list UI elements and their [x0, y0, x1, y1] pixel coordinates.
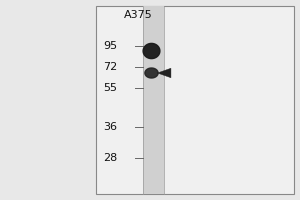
FancyBboxPatch shape [142, 6, 164, 194]
Text: A375: A375 [124, 10, 152, 20]
Text: 36: 36 [103, 122, 117, 132]
Text: 95: 95 [103, 41, 117, 51]
Polygon shape [143, 43, 160, 59]
Text: 72: 72 [103, 62, 117, 72]
FancyBboxPatch shape [96, 6, 294, 194]
Text: 28: 28 [103, 153, 117, 163]
Polygon shape [158, 68, 171, 78]
Polygon shape [145, 68, 158, 78]
Text: 55: 55 [103, 83, 117, 93]
